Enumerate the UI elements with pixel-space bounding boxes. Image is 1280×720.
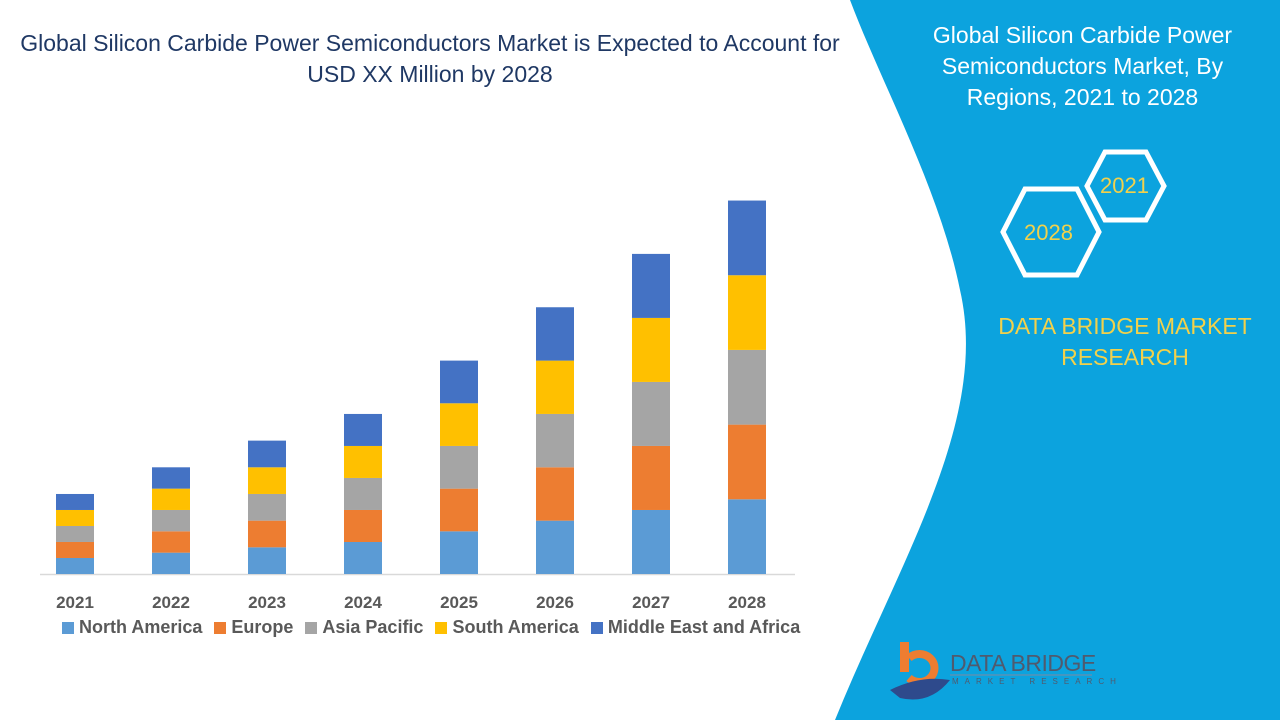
bar-segment-2024-middle-east-and-africa — [344, 413, 382, 446]
bar-segment-2026-middle-east-and-africa — [536, 307, 574, 361]
x-tick-label: 2022 — [152, 593, 190, 612]
blue-panel-shape — [835, 0, 1280, 720]
bar-segment-2021-south-america — [56, 509, 94, 526]
hexagon-2021 — [1084, 149, 1167, 223]
stacked-bar-chart: 2021 2022 2023 2024 2025 2026 2027 2028 — [40, 200, 795, 612]
legend-label: Asia Pacific — [322, 617, 424, 637]
bar-segment-2022-europe — [152, 531, 190, 553]
hex-label-2021: 2021 — [1100, 173, 1149, 198]
x-tick-label: 2027 — [632, 593, 670, 612]
logo-text: DATA BRIDGE — [950, 650, 1096, 676]
legend-swatch — [435, 621, 448, 634]
bar-segment-2024-south-america — [344, 445, 382, 478]
bar-segment-2024-europe — [344, 509, 382, 542]
legend-item: Asia Pacific — [305, 617, 423, 638]
bar-segment-2028-south-america — [728, 275, 766, 350]
legend-label: Europe — [231, 617, 294, 637]
bar-segment-2021-asia-pacific — [56, 525, 94, 542]
bar-segment-2027-europe — [632, 445, 670, 510]
legend-swatch — [590, 621, 603, 634]
hexagon-2028 — [1000, 186, 1102, 278]
legend-item: North America — [62, 617, 202, 638]
legend-label: North America — [79, 617, 203, 637]
legend-item: South America — [435, 617, 579, 638]
bar-segment-2022-middle-east-and-africa — [152, 467, 190, 489]
bar-segment-2021-middle-east-and-africa — [56, 493, 94, 510]
bar-segment-2027-south-america — [632, 317, 670, 382]
bar-segment-2024-asia-pacific — [344, 477, 382, 510]
chart-title: Global Silicon Carbide Power Semiconduct… — [20, 30, 840, 87]
bar-segment-2028-europe — [728, 424, 766, 500]
bar-segment-2026-south-america — [536, 360, 574, 414]
bar-segment-2021-north-america — [56, 557, 94, 574]
bar-segment-2025-north-america — [440, 531, 478, 574]
x-tick-label: 2025 — [440, 593, 478, 612]
bar-segment-2025-europe — [440, 488, 478, 532]
chart-legend: North America Europe Asia Pacific South Ame… — [62, 617, 800, 638]
bar-segment-2027-north-america — [632, 509, 670, 574]
bar-segment-2023-north-america — [248, 547, 286, 574]
bar-segment-2028-north-america — [728, 499, 766, 574]
legend-swatch — [305, 621, 318, 634]
bar-segment-2021-europe — [56, 541, 94, 558]
hex-label-2028: 2028 — [1024, 220, 1073, 245]
x-tick-label: 2026 — [536, 593, 574, 612]
x-tick-label: 2028 — [728, 593, 766, 612]
bar-segment-2022-north-america — [152, 552, 190, 574]
bar-segment-2027-asia-pacific — [632, 381, 670, 446]
side-panel-title: Global Silicon Carbide Power Semiconduct… — [932, 22, 1233, 110]
bar-segment-2026-north-america — [536, 520, 574, 574]
bar-segment-2023-south-america — [248, 467, 286, 494]
x-tick-label: 2023 — [248, 593, 286, 612]
logo-icon — [890, 642, 950, 700]
legend-item: Europe — [214, 617, 293, 638]
brand-name: DATA BRIDGE MARKET RESEARCH — [998, 313, 1252, 370]
bar-segment-2024-north-america — [344, 541, 382, 574]
bar-segment-2023-middle-east-and-africa — [248, 440, 286, 468]
legend-item: Middle East and Africa — [590, 617, 801, 638]
legend-swatch — [62, 621, 74, 634]
logo-subtext: MARKET RESEARCH — [952, 677, 1122, 686]
bar-segment-2028-asia-pacific — [728, 349, 766, 425]
x-tick-label: 2024 — [344, 593, 382, 612]
bar-segment-2027-middle-east-and-africa — [632, 253, 670, 318]
bar-segment-2025-asia-pacific — [440, 445, 478, 489]
bar-segment-2025-south-america — [440, 403, 478, 446]
bar-segment-2025-middle-east-and-africa — [440, 360, 478, 404]
bar-segment-2022-south-america — [152, 488, 190, 510]
bar-segment-2023-asia-pacific — [248, 493, 286, 521]
legend-label: Middle East and Africa — [607, 617, 801, 637]
bar-segment-2026-asia-pacific — [536, 413, 574, 468]
legend-swatch — [214, 621, 227, 634]
bar-segment-2022-asia-pacific — [152, 509, 190, 532]
bar-segment-2026-europe — [536, 467, 574, 521]
x-tick-label: 2021 — [56, 593, 94, 612]
bar-segment-2028-middle-east-and-africa — [728, 200, 766, 276]
bar-segment-2023-europe — [248, 520, 286, 548]
legend-label: South America — [452, 617, 579, 637]
